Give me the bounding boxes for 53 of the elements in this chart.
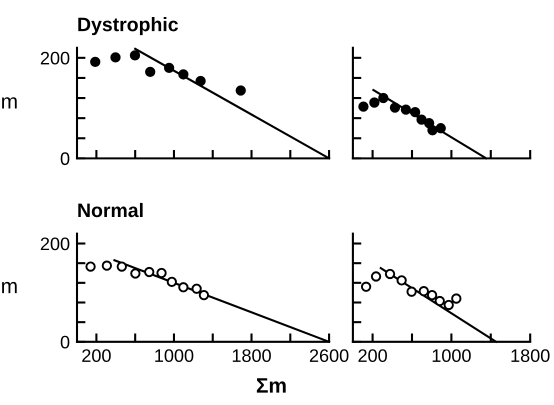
point (378, 92, 388, 104)
point (416, 114, 427, 125)
point (390, 102, 400, 113)
point (451, 293, 462, 304)
y-tick-label: 200 (40, 237, 70, 250)
y-tick-label: 0 (60, 152, 70, 166)
point (434, 296, 445, 306)
point (102, 260, 112, 271)
x-axis-title: Σm (256, 378, 286, 393)
y-tick-label: 0 (60, 336, 70, 349)
point (236, 85, 246, 96)
point (130, 268, 141, 279)
point (178, 282, 188, 292)
point (144, 266, 154, 278)
chart-title: Normal (78, 202, 143, 218)
point (410, 106, 420, 118)
x-tick-label: 1000 (155, 349, 194, 362)
point (418, 286, 429, 296)
point (130, 50, 140, 60)
point (358, 101, 369, 112)
point (444, 300, 454, 310)
chart-title: Dystrophic (78, 17, 178, 36)
y-axis-title: m (2, 97, 17, 108)
point (145, 66, 156, 78)
point (178, 69, 188, 80)
y-axis-title: m (2, 282, 17, 294)
point (427, 125, 438, 136)
x-tick-label: 200 (82, 349, 111, 362)
point (195, 76, 206, 86)
point (90, 56, 100, 68)
point (360, 282, 372, 292)
point (198, 290, 210, 300)
x-tick-label: 2600 (310, 349, 348, 362)
point (192, 284, 202, 294)
point (164, 62, 174, 74)
point (396, 275, 407, 286)
point (166, 276, 177, 287)
point (116, 261, 127, 272)
point (369, 97, 380, 108)
point (110, 52, 121, 62)
point (436, 123, 446, 134)
point (400, 104, 412, 115)
point (406, 286, 417, 297)
y-tick-label: 200 (40, 52, 70, 65)
point (85, 261, 96, 272)
point (426, 290, 438, 300)
point (156, 268, 167, 278)
x-tick-label: 1800 (232, 349, 271, 362)
point (384, 268, 396, 280)
point (370, 271, 382, 282)
x-tick-label: 1000 (432, 349, 471, 362)
x-tick-label: 200 (358, 349, 387, 362)
x-tick-label: 1800 (511, 349, 550, 362)
